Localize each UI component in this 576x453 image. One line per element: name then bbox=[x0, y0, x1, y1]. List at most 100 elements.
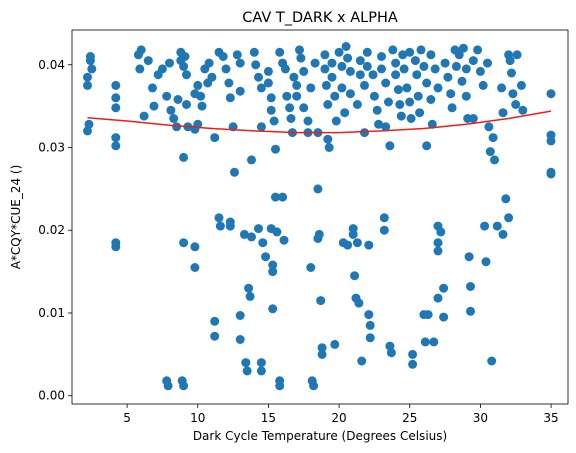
x-tick-label: 5 bbox=[123, 411, 131, 425]
data-point bbox=[210, 316, 220, 326]
data-point bbox=[271, 144, 280, 154]
data-point bbox=[204, 58, 214, 68]
data-point bbox=[368, 70, 378, 80]
data-point bbox=[334, 47, 344, 57]
data-point bbox=[241, 358, 251, 368]
data-point bbox=[165, 58, 174, 68]
data-point bbox=[415, 108, 425, 118]
data-point bbox=[182, 100, 191, 109]
data-point bbox=[327, 58, 337, 68]
data-point bbox=[289, 72, 299, 82]
data-point bbox=[393, 85, 403, 95]
data-point bbox=[111, 141, 121, 151]
data-point bbox=[266, 105, 276, 115]
data-point bbox=[518, 105, 528, 115]
data-point bbox=[330, 91, 340, 101]
data-point bbox=[408, 359, 418, 369]
data-point bbox=[461, 64, 471, 74]
data-point bbox=[295, 45, 304, 55]
data-point bbox=[239, 229, 249, 239]
data-point bbox=[379, 225, 389, 235]
data-point bbox=[352, 238, 362, 248]
data-point bbox=[218, 52, 228, 61]
data-point bbox=[310, 58, 320, 68]
data-point bbox=[214, 213, 224, 223]
data-point bbox=[83, 80, 92, 90]
data-point bbox=[272, 227, 282, 237]
data-point bbox=[179, 152, 189, 162]
data-point bbox=[324, 143, 334, 152]
data-point bbox=[275, 381, 285, 391]
data-point bbox=[381, 122, 391, 132]
data-point bbox=[408, 349, 418, 359]
data-point bbox=[475, 66, 485, 76]
data-point bbox=[343, 240, 353, 250]
data-point bbox=[516, 80, 526, 90]
data-point bbox=[352, 100, 362, 109]
data-point bbox=[497, 83, 507, 93]
data-point bbox=[232, 50, 242, 60]
data-point bbox=[256, 83, 266, 93]
data-point bbox=[446, 89, 456, 99]
data-point bbox=[466, 306, 475, 316]
data-point bbox=[426, 50, 436, 60]
data-point bbox=[172, 122, 182, 132]
x-tick-label: 10 bbox=[190, 411, 205, 425]
data-point bbox=[454, 50, 464, 60]
data-point bbox=[254, 72, 263, 82]
data-point bbox=[410, 56, 420, 66]
data-point bbox=[235, 58, 245, 68]
data-point bbox=[242, 366, 252, 376]
x-tick-label: 25 bbox=[402, 411, 417, 425]
data-point bbox=[429, 337, 439, 347]
data-point bbox=[350, 271, 360, 281]
data-point bbox=[314, 229, 324, 239]
data-point bbox=[402, 83, 412, 93]
data-point bbox=[196, 91, 206, 101]
data-point bbox=[268, 304, 278, 314]
data-point bbox=[197, 101, 207, 111]
data-point bbox=[365, 320, 375, 330]
data-point bbox=[451, 61, 461, 71]
data-point bbox=[427, 119, 437, 129]
data-point bbox=[282, 91, 292, 101]
x-tick-label: 35 bbox=[543, 411, 558, 425]
scatter-points bbox=[83, 42, 556, 391]
data-point bbox=[379, 213, 389, 223]
data-point bbox=[190, 124, 200, 134]
data-point bbox=[235, 86, 245, 96]
data-point bbox=[182, 70, 191, 80]
data-point bbox=[381, 78, 391, 88]
data-point bbox=[207, 72, 217, 82]
data-point bbox=[320, 50, 330, 60]
data-point bbox=[317, 349, 327, 359]
y-axis-label: A*CQY*CUE_24 () bbox=[9, 165, 23, 270]
y-tick-label: 0.02 bbox=[38, 223, 65, 237]
data-point bbox=[225, 221, 235, 231]
data-point bbox=[278, 192, 288, 202]
data-point bbox=[149, 101, 159, 111]
data-point bbox=[546, 89, 556, 99]
data-point bbox=[256, 358, 266, 368]
data-point bbox=[478, 80, 488, 90]
y-tick-label: 0.01 bbox=[38, 306, 65, 320]
data-point bbox=[420, 337, 430, 347]
data-point bbox=[504, 213, 514, 223]
data-point bbox=[341, 42, 351, 51]
data-point bbox=[357, 356, 367, 366]
x-axis-label: Dark Cycle Temperature (Degrees Celsius) bbox=[193, 429, 447, 443]
data-point bbox=[395, 100, 405, 109]
data-point bbox=[362, 47, 372, 57]
data-point bbox=[306, 83, 316, 93]
data-point bbox=[440, 58, 450, 68]
data-point bbox=[166, 105, 176, 115]
data-point bbox=[190, 263, 200, 272]
data-point bbox=[377, 64, 386, 74]
data-point bbox=[412, 70, 422, 80]
data-point bbox=[345, 66, 355, 76]
data-point bbox=[457, 76, 467, 86]
data-point bbox=[360, 128, 369, 138]
data-point bbox=[508, 89, 518, 99]
data-point bbox=[365, 333, 375, 343]
data-point bbox=[321, 80, 331, 90]
